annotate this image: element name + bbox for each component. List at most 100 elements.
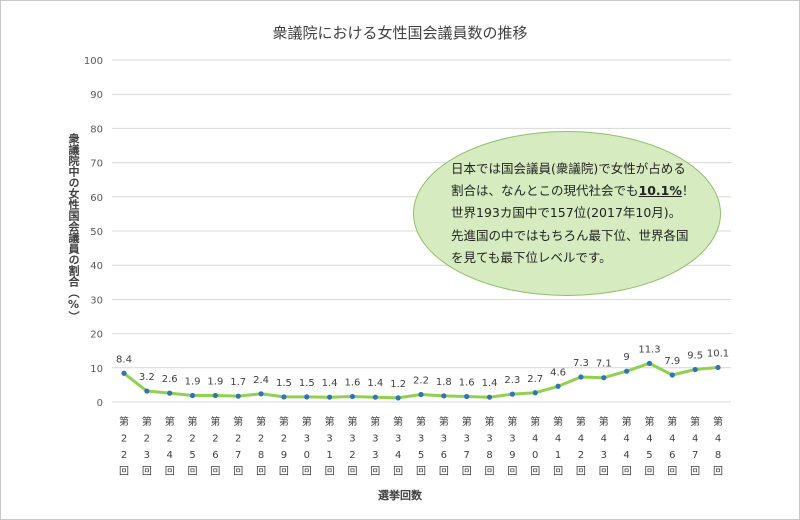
data-point [281, 394, 287, 400]
x-tick-label: 回 [644, 466, 654, 478]
x-tick-label: 回 [416, 466, 426, 478]
x-tick-label: 2 [189, 434, 195, 445]
data-point [578, 374, 584, 380]
data-point [509, 391, 515, 397]
x-tick-label: 7 [235, 450, 241, 461]
data-label: 2.3 [504, 375, 520, 386]
x-tick-label: 8 [258, 450, 264, 461]
x-tick-label: 回 [576, 466, 586, 478]
x-tick-label: 回 [347, 466, 357, 478]
x-tick-label: 回 [622, 466, 632, 478]
x-tick-label: 2 [144, 434, 150, 445]
data-point [624, 368, 630, 374]
data-point [532, 390, 538, 396]
annotation-line-5: を見ても最下位レベルです。 [451, 249, 612, 265]
annotation-line-1: 日本では国会議員(衆議院)で女性が占める [451, 161, 686, 176]
x-tick-label: 3 [509, 434, 515, 445]
annotation-line-2-pre: 割合は、なんとこの現代社会でも [451, 183, 639, 199]
x-tick-label: 4 [395, 450, 401, 461]
x-tick-label: 回 [188, 466, 198, 478]
x-tick-label: 4 [555, 434, 561, 445]
x-tick-label: 回 [713, 466, 723, 478]
data-label: 1.8 [436, 377, 452, 388]
y-tick-label: 60 [90, 193, 103, 204]
x-axis-label: 選挙回数 [378, 489, 422, 502]
x-tick-label: 9 [281, 450, 287, 461]
data-point [327, 394, 333, 400]
y-tick-label: 10 [90, 364, 103, 375]
x-tick-label: 第 [119, 415, 129, 428]
data-label: 7.1 [596, 359, 612, 370]
x-tick-label: 2 [235, 434, 241, 445]
data-point [669, 372, 675, 378]
x-tick-label: 回 [667, 466, 677, 478]
x-tick-label: 第 [279, 415, 289, 428]
x-tick-label: 第 [576, 415, 586, 428]
data-label: 10.1 [707, 348, 729, 359]
x-tick-label: 2 [281, 434, 287, 445]
x-tick-label: 回 [393, 466, 403, 478]
x-tick-label: 3 [372, 434, 378, 445]
x-tick-label: 2 [121, 450, 127, 461]
x-tick-label: 回 [119, 466, 129, 478]
y-tick-label: 90 [90, 90, 103, 101]
x-tick-label: 4 [646, 434, 652, 445]
data-point [167, 390, 173, 396]
x-tick-label: 3 [326, 434, 332, 445]
y-tick-label: 70 [90, 159, 103, 170]
x-tick-label: 第 [553, 415, 563, 428]
y-tick-label: 20 [90, 330, 103, 341]
data-label: 7.9 [664, 356, 680, 367]
x-tick-label: 2 [258, 434, 264, 445]
x-tick-label: 回 [690, 466, 700, 478]
x-tick-label: 3 [349, 434, 355, 445]
x-tick-label: 第 [233, 415, 243, 428]
data-point [304, 394, 310, 400]
x-tick-label: 回 [370, 466, 380, 478]
x-tick-label: 第 [530, 415, 540, 428]
x-tick-label: 回 [302, 466, 312, 478]
data-point [349, 393, 356, 400]
x-tick-label: 第 [393, 415, 403, 428]
data-point [555, 383, 561, 389]
data-point [144, 388, 150, 394]
x-tick-label: 回 [279, 466, 289, 478]
x-tick-label: 回 [142, 466, 152, 478]
x-tick-label: 2 [578, 450, 584, 461]
x-tick-label: 回 [599, 466, 609, 478]
data-label: 1.4 [482, 378, 498, 389]
x-tick-label: 0 [532, 450, 538, 461]
data-label: 3.2 [139, 372, 155, 383]
x-tick-label: 第 [439, 415, 449, 428]
x-tick-label: 6 [669, 450, 675, 461]
data-point [646, 360, 653, 366]
data-label: 9 [623, 352, 629, 363]
y-tick-label: 30 [90, 295, 103, 306]
data-label: 1.7 [230, 377, 246, 388]
x-tick-label: 0 [304, 450, 310, 461]
data-point [395, 395, 401, 401]
y-tick-label: 80 [90, 124, 103, 135]
data-point [486, 394, 493, 400]
x-tick-label: 第 [325, 415, 335, 428]
data-label: 1.9 [207, 377, 223, 388]
data-label: 7.3 [573, 358, 589, 369]
x-tick-label: 1 [326, 450, 332, 461]
data-point [418, 391, 424, 398]
x-tick-label: 4 [623, 434, 629, 445]
x-tick-label: 第 [256, 415, 266, 428]
x-tick-label: 5 [189, 450, 195, 461]
x-tick-label: 5 [646, 450, 652, 461]
x-tick-label: 回 [325, 466, 335, 478]
data-point [464, 393, 470, 400]
y-tick-label: 40 [90, 261, 103, 272]
x-tick-label: 回 [485, 466, 495, 478]
x-tick-label: 3 [144, 450, 150, 461]
data-label: 1.4 [322, 378, 338, 389]
x-tick-label: 回 [507, 466, 517, 478]
data-label: 1.9 [185, 377, 201, 388]
x-tick-label: 6 [441, 450, 447, 461]
annotation-line-2-post: ！ [681, 183, 695, 199]
x-tick-label: 4 [167, 450, 173, 461]
x-tick-label: 4 [669, 434, 675, 445]
